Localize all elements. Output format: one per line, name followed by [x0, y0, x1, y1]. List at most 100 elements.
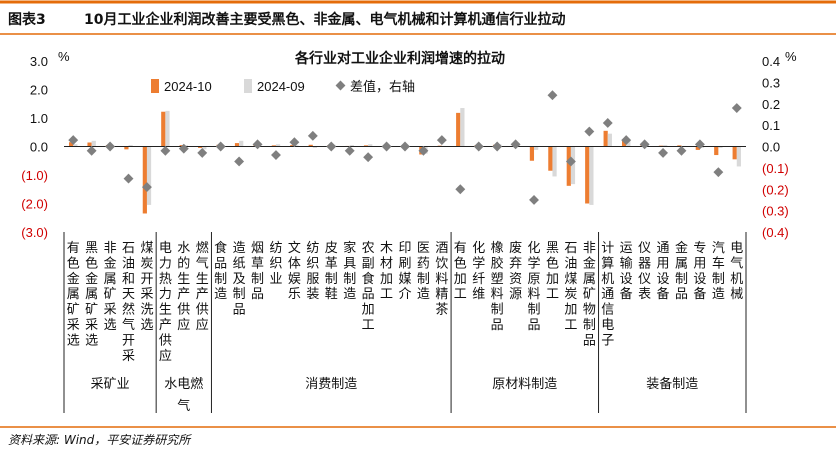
- bar-2024-09: [718, 146, 723, 148]
- diff-marker: [676, 145, 687, 156]
- diff-marker: [547, 90, 558, 101]
- category-label: 水的生产供应: [177, 241, 190, 333]
- diff-marker: [141, 182, 152, 193]
- bar-2024-10: [69, 142, 74, 147]
- bar-2024-09: [589, 146, 594, 205]
- category-label: 废弃资源: [509, 240, 522, 302]
- category-label: 计算机通信电子: [601, 241, 614, 348]
- bar-2024-10: [529, 146, 535, 161]
- diff-marker: [400, 141, 410, 152]
- diff-marker: [529, 194, 539, 205]
- bar-2024-10: [87, 142, 92, 147]
- diff-marker: [510, 139, 521, 150]
- diff-marker: [68, 135, 79, 146]
- diff-marker: [105, 141, 116, 152]
- diff-marker: [473, 141, 484, 152]
- left-axis-unit: %: [58, 49, 70, 64]
- diff-marker: [455, 184, 466, 195]
- category-label: 化学原料制品: [528, 241, 541, 333]
- bar-2024-09: [699, 146, 705, 148]
- bar-2024-09: [165, 110, 170, 147]
- bar-2024-09: [552, 146, 557, 177]
- diff-marker: [86, 145, 97, 156]
- bar-2024-10: [308, 144, 313, 147]
- diff-marker: [418, 145, 429, 156]
- category-label: 橡胶塑料制品: [491, 241, 504, 333]
- category-label: 食品制造: [214, 240, 227, 302]
- chart-title: 各行业对工业企业利润增速的拉动: [294, 50, 505, 67]
- bar-2024-10: [198, 146, 203, 148]
- diff-marker: [694, 139, 705, 150]
- diff-markers-layer: [68, 90, 742, 205]
- diff-marker: [344, 145, 355, 156]
- bar-2024-09: [275, 144, 281, 147]
- category-label: 仪器仪表: [638, 241, 651, 302]
- category-label: 煤炭开采洗选: [140, 241, 153, 333]
- category-label: 石油煤炭加工: [564, 241, 577, 333]
- group-label: 原材料制造: [492, 377, 557, 392]
- category-label: 酒饮料精茶: [435, 241, 448, 318]
- category-label: 电气机械: [730, 241, 743, 302]
- bar-2024-09: [570, 146, 576, 185]
- bar-2024-10: [290, 145, 295, 147]
- right-tick-label: 0.0: [762, 140, 780, 155]
- left-tick-label: (1.0): [21, 168, 48, 183]
- bar-2024-09: [91, 140, 96, 147]
- category-label: 非金属矿采选: [104, 241, 117, 333]
- diff-marker: [713, 167, 724, 178]
- legend-label-2024-09: 2024-09: [257, 79, 305, 94]
- category-label: 通用设备: [657, 241, 670, 302]
- right-tick-label: 0.3: [762, 75, 780, 90]
- diff-marker: [178, 143, 189, 154]
- legend: 2024-10 2024-09 差值，右轴: [151, 79, 415, 94]
- category-label: 纺织服装: [306, 241, 319, 302]
- bar-2024-09: [202, 146, 207, 150]
- source-note: 资料来源: Wind，平安证券研究所: [8, 433, 192, 447]
- bar-2024-10: [603, 130, 608, 147]
- bar-2024-10: [695, 146, 700, 150]
- diff-marker: [565, 156, 576, 167]
- diff-marker: [381, 141, 392, 152]
- category-label: 非金属矿物制品: [583, 241, 596, 348]
- bar-2024-09: [368, 144, 373, 147]
- category-label: 皮革制鞋: [325, 241, 338, 302]
- bar-2024-09: [663, 145, 668, 147]
- category-label: 医药制造: [417, 241, 430, 302]
- group-label: 消费制造: [305, 377, 357, 392]
- bar-2024-09: [460, 108, 465, 147]
- bar-2024-10: [234, 143, 240, 147]
- diff-marker: [436, 135, 447, 146]
- bar-2024-10: [271, 145, 276, 147]
- legend-label-2024-10: 2024-10: [164, 79, 212, 94]
- right-axis-unit: %: [785, 49, 797, 64]
- group-labels: 采矿业 水电燃气 消费制造 原材料制造 装备制造: [63, 232, 747, 414]
- diff-marker: [197, 147, 208, 158]
- bar-2024-10: [142, 146, 147, 214]
- bar-2024-10: [456, 112, 461, 147]
- figure-label: 图表3: [8, 11, 46, 28]
- bar-2024-09: [239, 140, 244, 147]
- category-label: 汽车制造: [712, 241, 725, 302]
- right-tick-label: 0.1: [762, 118, 780, 133]
- bar-2024-10: [363, 145, 369, 147]
- right-axis-ticks: 0.4 0.3 0.2 0.1 0.0 (0.1) (0.2) (0.3) (0.4): [762, 54, 789, 240]
- diff-marker: [252, 139, 263, 150]
- left-tick-label: 3.0: [30, 54, 48, 69]
- diff-marker: [307, 130, 318, 141]
- category-label: 农副食品加工: [362, 241, 375, 333]
- diff-marker: [160, 145, 171, 156]
- bar-2024-09: [128, 145, 133, 147]
- group-label: 水电燃气: [164, 376, 203, 414]
- diff-marker: [289, 137, 300, 148]
- bar-2024-10: [621, 139, 627, 147]
- category-label: 金属制品: [675, 240, 688, 302]
- category-label: 家具制造: [343, 240, 356, 302]
- bar-2024-10: [714, 146, 719, 156]
- diff-marker: [271, 150, 281, 160]
- bar-2024-09: [312, 146, 318, 148]
- bar-2024-09: [534, 146, 539, 150]
- group-label: 采矿业: [91, 377, 130, 392]
- category-label: 电力热力生产供应: [159, 241, 172, 364]
